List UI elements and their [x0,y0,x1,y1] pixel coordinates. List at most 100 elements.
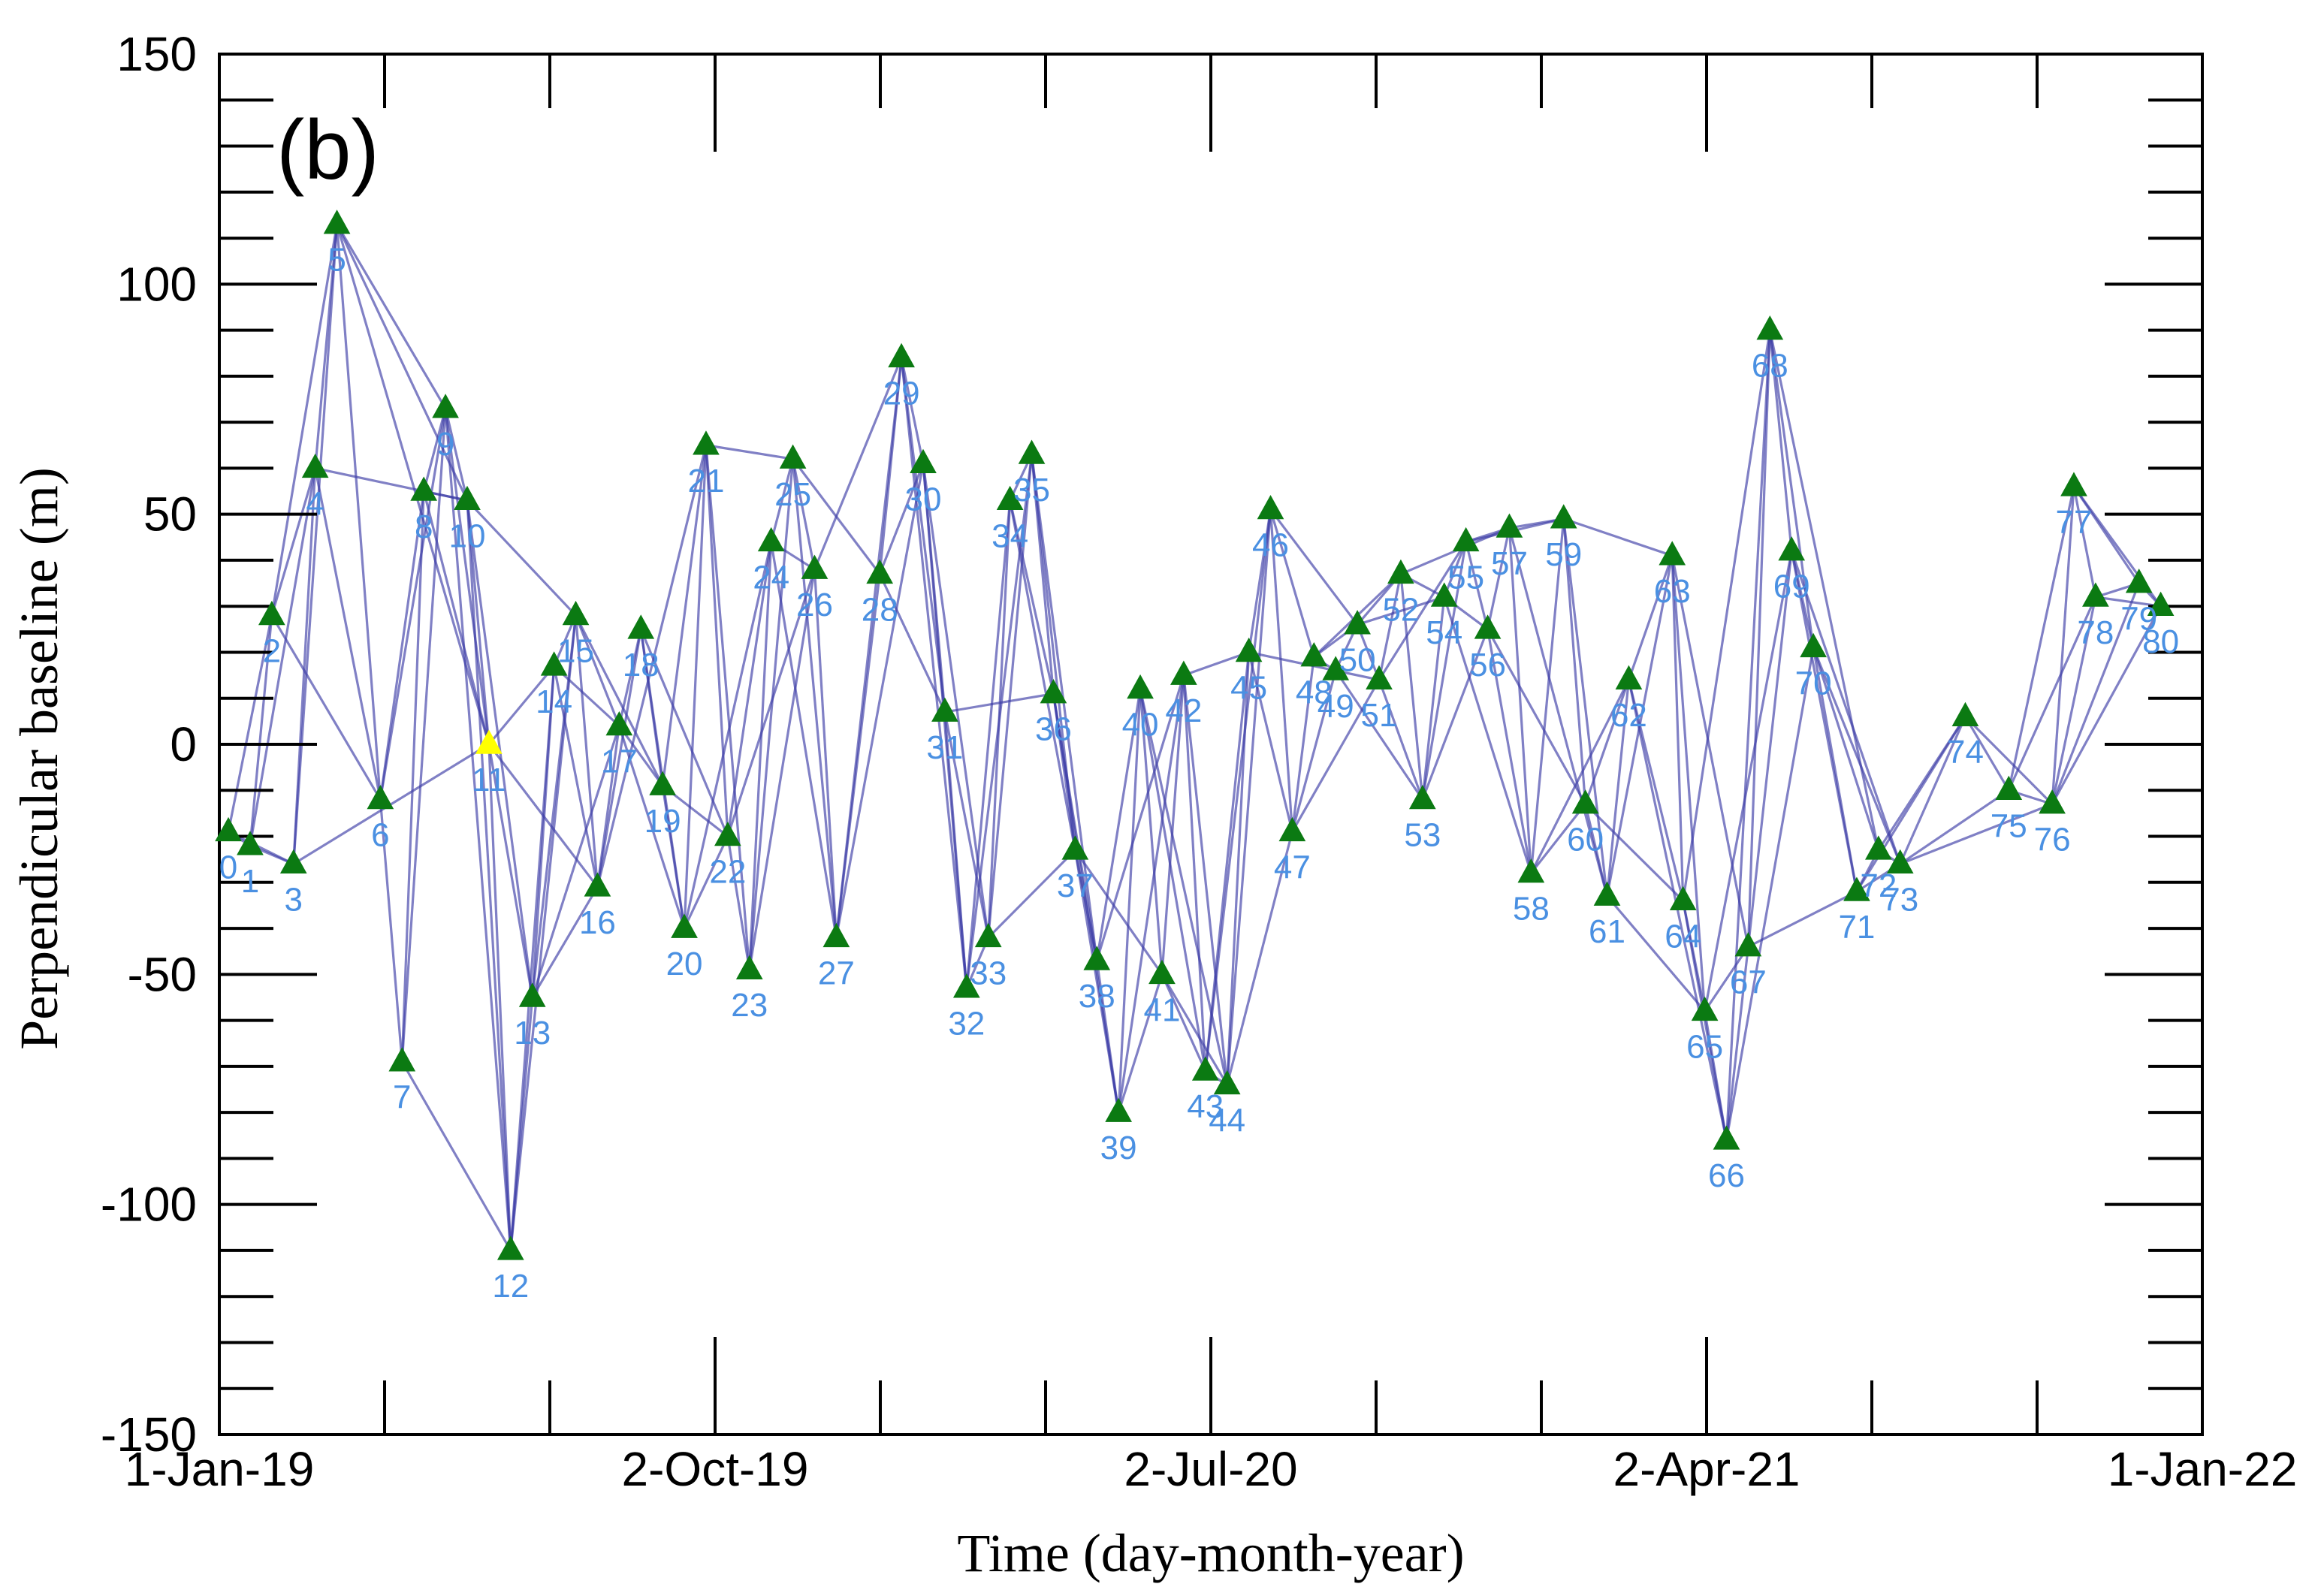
scene-label: 29 [883,375,920,412]
scene-label: 0 [219,849,237,885]
network-edge [422,408,447,492]
scene-label: 39 [1100,1130,1137,1166]
scene-label: 20 [666,946,703,982]
network-edge [1269,508,1359,626]
scene-label: 76 [2034,822,2071,858]
scene-marker [605,711,633,736]
network-edge [466,500,534,998]
network-edge [1562,518,1609,897]
network-edge [400,1060,512,1251]
network-edge [1139,689,1207,1072]
scene-label: 73 [1882,881,1918,918]
network-edge [618,725,664,787]
scene-label: 27 [818,955,855,991]
network-edge [314,468,382,800]
scene-marker [454,485,481,511]
network-edge [270,224,339,616]
network-edge [1508,527,1532,873]
network-edge [531,665,556,998]
network-edge [466,499,577,617]
scene-label: 5 [327,242,346,279]
scene-label: 71 [1838,909,1875,946]
scene-label: 74 [1947,734,1984,771]
network-edge [1584,804,1609,897]
network-edge [1704,1011,1728,1141]
scene-label: 53 [1404,817,1441,854]
network-edge [379,408,447,800]
network-edge [1812,647,1880,851]
x-axis-title: Time (day-month-year) [957,1523,1464,1583]
network-edge [270,467,317,616]
scene-marker [518,982,546,1007]
network-edge [1899,789,2010,865]
scene-label: 32 [948,1006,985,1042]
scene-marker [714,821,741,846]
scene-label: 80 [2142,623,2179,660]
scene-marker [649,771,676,795]
scene-label: 46 [1252,527,1289,564]
network-edge [1378,573,1402,680]
scene-marker [974,922,1002,948]
network-edge [813,569,838,938]
network-edge [1183,650,1250,677]
panel-label: (b) [276,103,379,197]
network-edge [1530,803,1586,874]
scene-marker [735,955,763,979]
network-edge [1421,596,1446,800]
scene-marker [2082,582,2109,607]
network-edge [336,223,447,409]
scene-label: 35 [1013,472,1050,508]
scene-label: 16 [579,904,616,941]
network-edge [1529,518,1565,873]
scene-marker [1756,315,1784,340]
network-edge [575,614,664,786]
network-edge [1248,650,1336,672]
scene-label: 25 [774,476,811,513]
network-edge [1095,674,1185,961]
scene-marker [1951,701,1979,726]
scene-marker [410,476,438,501]
network-edge [1334,670,1424,801]
scene-marker [1170,660,1197,685]
scene-marker [1344,610,1371,635]
network-edge [1182,675,1207,1072]
network-edge [1627,679,1685,901]
network-edge [1226,509,1272,1085]
scene-marker [1148,959,1176,985]
scene-label: 48 [1296,674,1333,711]
scene-marker [1257,494,1284,520]
scene-marker [1864,835,1892,860]
scene-label: 8 [415,508,433,545]
scene-marker [931,697,958,722]
network-edge [1204,509,1272,1072]
network-edge [1117,674,1185,1113]
network-edge [1671,555,1749,947]
network-edge [1725,946,1749,1141]
scene-marker [779,444,807,469]
x-tick-label: 2-Jul-20 [1124,1442,1297,1496]
scene-marker [237,831,264,855]
network-edge [379,799,403,1062]
network-edge [683,835,729,929]
network-edge [1486,629,1532,873]
network-edge [1812,647,1902,864]
scene-label: 54 [1426,614,1462,651]
network-edge [487,744,512,1251]
scene-marker [1496,513,1523,538]
scene-label: 9 [436,426,454,463]
scene-marker [1474,614,1502,639]
network-edge [705,445,751,970]
network-edge [379,490,425,800]
scene-marker [1734,932,1762,957]
scene-marker [1300,642,1328,667]
network-edge [270,614,382,801]
scene-marker [888,342,915,368]
network-edge [1746,551,1793,947]
x-tick-label: 2-Apr-21 [1613,1442,1800,1496]
network-edge [400,408,447,1062]
scene-label: 11 [472,762,506,798]
scene-marker [1127,674,1154,699]
network-edge [943,711,990,938]
scene-marker [1408,784,1436,810]
network-edge [336,224,469,501]
